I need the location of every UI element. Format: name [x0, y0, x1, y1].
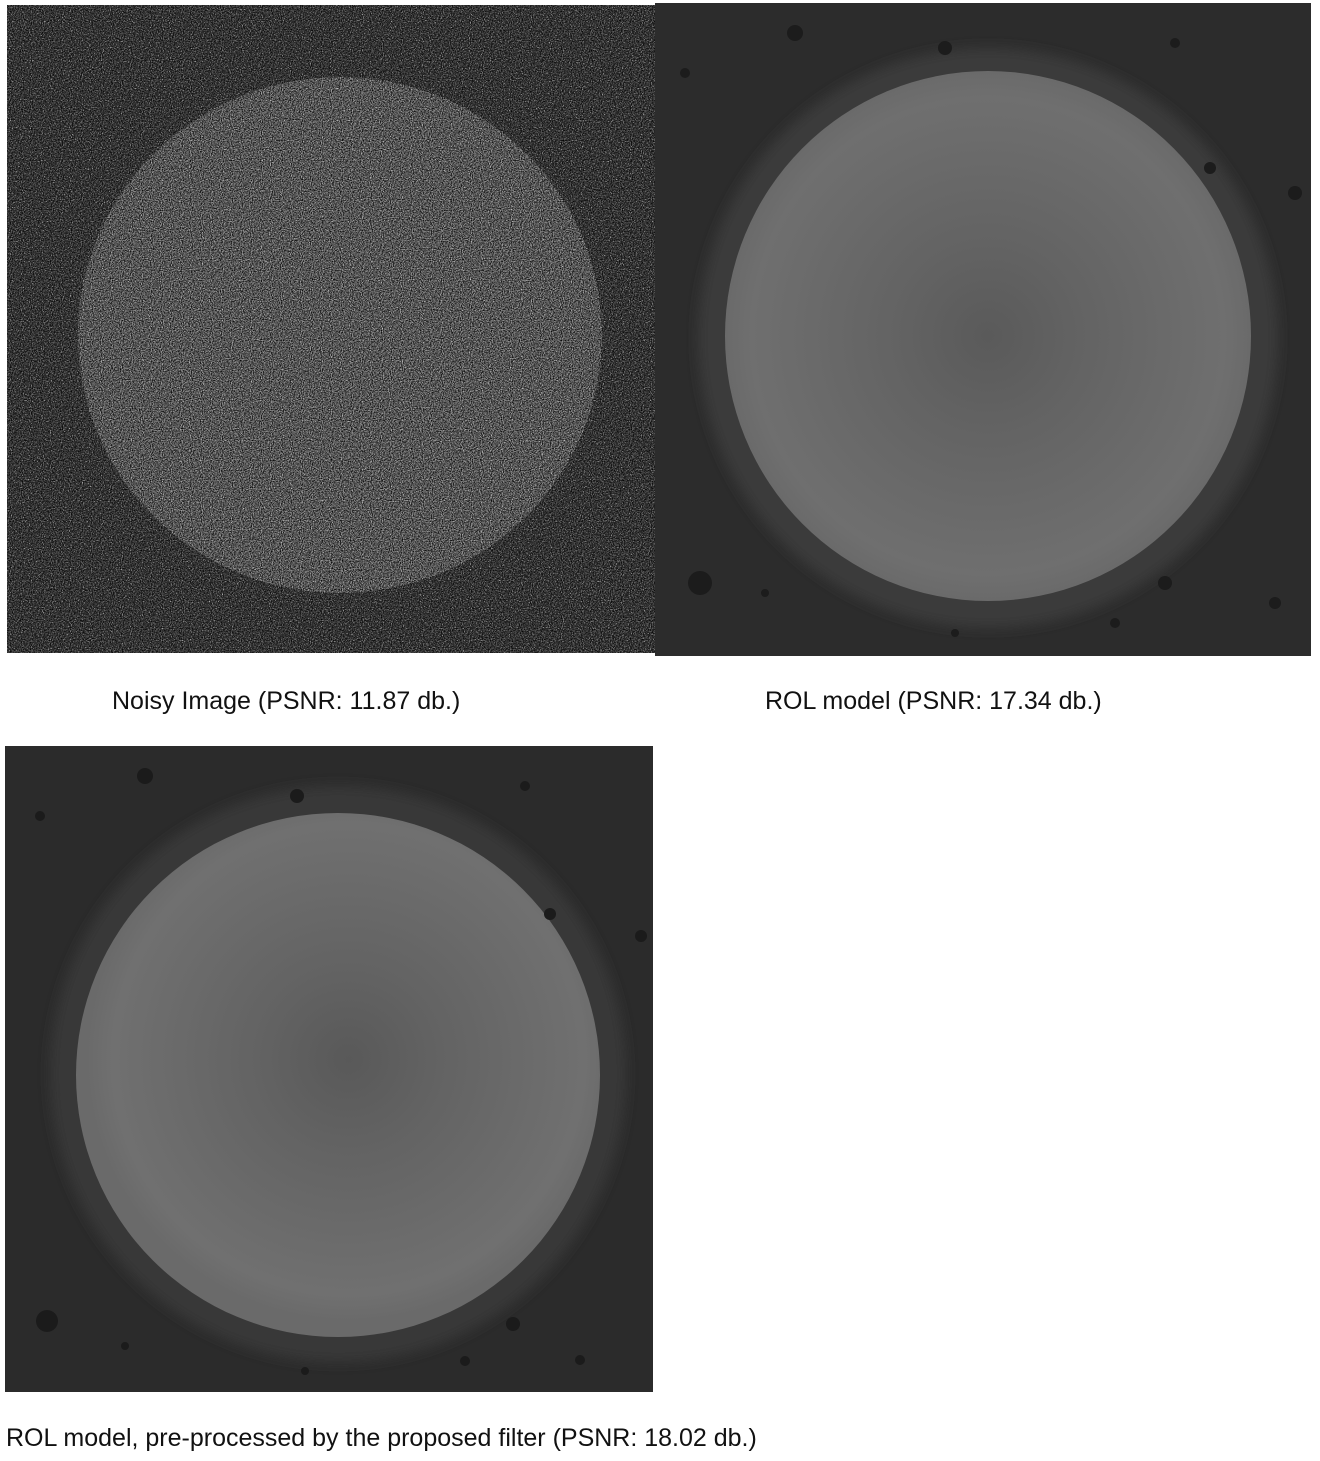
- rol-filtered-caption: ROL model, pre-processed by the proposed…: [6, 1424, 757, 1452]
- rol-specks: [680, 25, 1302, 637]
- rol-model-graphic: [655, 3, 1311, 656]
- rol-filtered-image: [5, 746, 653, 1392]
- noisy-image-caption: Noisy Image (PSNR: 11.87 db.): [112, 687, 461, 715]
- noisy-image-graphic: [7, 5, 655, 653]
- rol-disk: [725, 71, 1251, 601]
- filtered-specks: [35, 768, 647, 1375]
- rol-model-image: [655, 3, 1311, 656]
- rol-model-caption: ROL model (PSNR: 17.34 db.): [765, 687, 1102, 715]
- noisy-image: [7, 5, 655, 653]
- rol-filtered-graphic: [5, 746, 653, 1392]
- filtered-disk: [76, 813, 600, 1337]
